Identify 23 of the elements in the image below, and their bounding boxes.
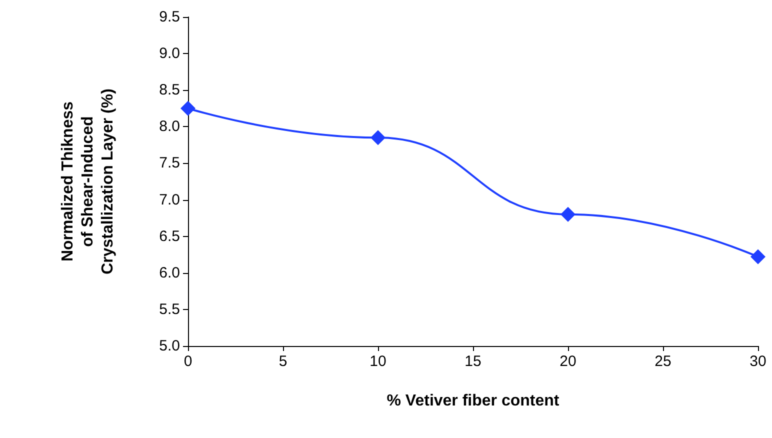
x-tick-label: 20 [560,353,576,370]
y-tick-label: 5.5 [159,300,180,318]
y-tick-label: 7.5 [159,154,180,172]
y-tick-label: 6.5 [159,228,180,245]
x-tick-label: 5 [278,353,288,370]
y-tick-label: 6.0 [159,264,180,282]
y-tick-label: 9.5 [159,8,180,26]
x-tick-label: 0 [184,353,192,370]
point [180,100,196,116]
y-tick-label: 7.0 [159,191,180,208]
y-tick-label: 8.5 [159,82,180,99]
x-tick-label: 30 [750,353,766,370]
point [560,206,576,222]
point [370,130,386,146]
point [750,249,766,264]
x-tick-label: 25 [654,353,672,370]
y-tick-label: 5.0 [159,338,180,354]
y-tick-label: 9.0 [159,45,180,62]
x-axis-title: % Vetiver fiber content [386,392,560,410]
x-tick-label: 15 [464,353,482,370]
y-tick-label: 8.0 [159,118,180,136]
x-tick-label: 10 [370,353,386,370]
y-axis-title: Normalized Thikness of Shear-Induced Crystallization Layer (%) [60,88,116,274]
